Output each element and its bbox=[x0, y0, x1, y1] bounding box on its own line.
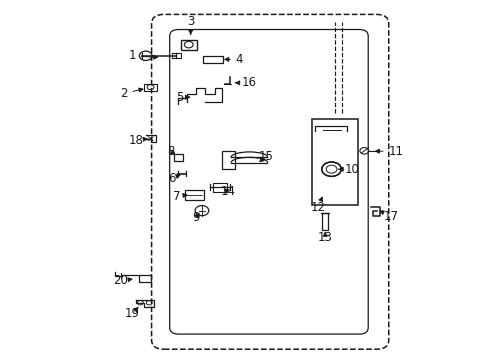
Text: 3: 3 bbox=[186, 15, 194, 34]
Text: 17: 17 bbox=[379, 210, 398, 222]
Bar bbox=[311, 119, 358, 205]
Text: 12: 12 bbox=[310, 197, 325, 213]
Text: 13: 13 bbox=[317, 231, 332, 244]
Text: 19: 19 bbox=[124, 307, 139, 320]
Text: 6: 6 bbox=[168, 172, 180, 185]
Text: 9: 9 bbox=[191, 211, 199, 224]
Text: 8: 8 bbox=[167, 145, 175, 158]
Text: 14: 14 bbox=[221, 185, 235, 198]
Text: 5: 5 bbox=[176, 91, 189, 104]
Text: 4: 4 bbox=[224, 53, 243, 66]
Bar bbox=[212, 183, 227, 192]
Text: 1: 1 bbox=[128, 49, 157, 62]
Text: 2: 2 bbox=[120, 87, 142, 100]
Bar bbox=[222, 151, 234, 169]
Bar bbox=[143, 84, 157, 91]
Text: 15: 15 bbox=[259, 150, 273, 163]
Bar bbox=[181, 40, 196, 50]
Text: 11: 11 bbox=[375, 145, 403, 158]
Text: 10: 10 bbox=[338, 163, 359, 176]
Bar bbox=[172, 53, 181, 58]
Bar bbox=[174, 154, 183, 161]
Bar bbox=[184, 190, 204, 200]
Text: 20: 20 bbox=[113, 274, 132, 287]
Text: 16: 16 bbox=[235, 76, 256, 89]
Bar bbox=[321, 213, 327, 230]
Bar bbox=[203, 56, 223, 63]
Text: 7: 7 bbox=[173, 190, 186, 203]
Text: 18: 18 bbox=[128, 134, 147, 147]
